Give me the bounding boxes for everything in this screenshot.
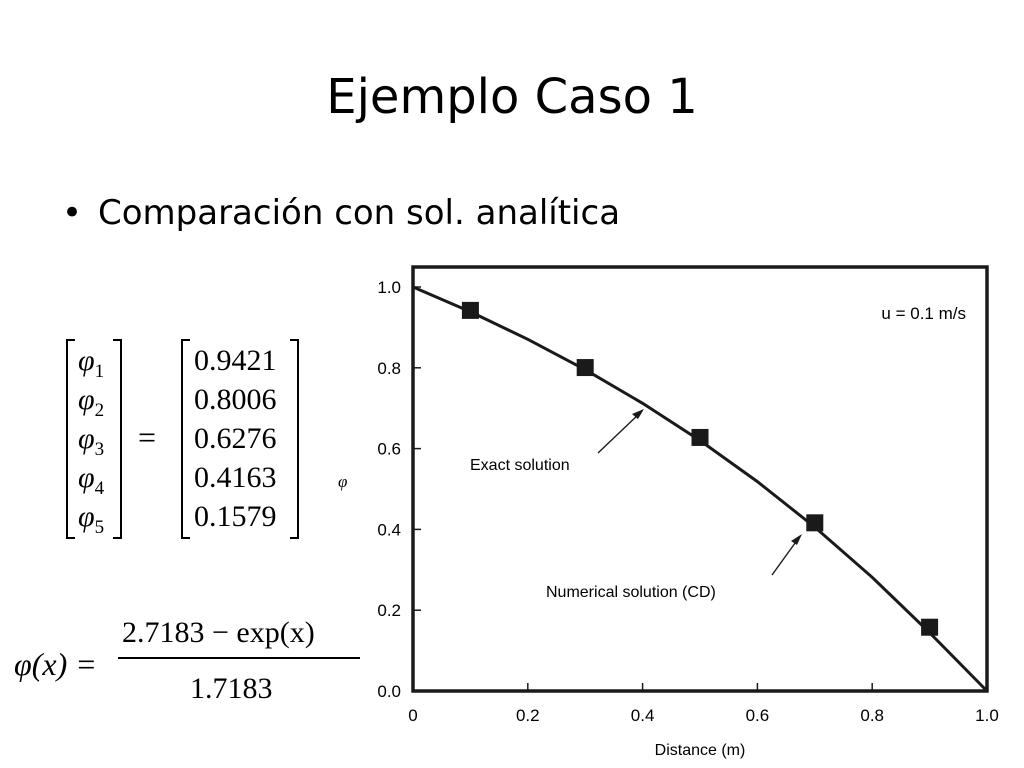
numerical-solution-label: Numerical solution (CD) <box>546 584 716 601</box>
numerical-solution-arrowhead-icon <box>791 534 802 545</box>
phi-5-label: φ5 <box>78 500 104 538</box>
y-axis-label: φ <box>338 472 347 491</box>
formula-numerator: 2.7183 − exp(x) <box>122 616 315 649</box>
numerical-marker <box>576 359 594 377</box>
left-bracket-open <box>66 339 75 539</box>
phi-value-1: 0.9421 <box>194 344 277 377</box>
phi-2-label: φ2 <box>78 383 104 421</box>
y-tick-label: 0.2 <box>377 601 401 620</box>
phi-value-3: 0.6276 <box>194 422 277 455</box>
y-tick-label: 1.0 <box>377 278 401 297</box>
y-axis: 0.0 0.2 0.4 0.6 0.8 1.0 <box>377 278 421 701</box>
numerical-solution-arrow <box>771 538 799 576</box>
numerical-marker <box>461 301 479 319</box>
formula-denominator: 1.7183 <box>190 672 273 705</box>
bullet-item: • Comparación con sol. analítica <box>62 190 620 236</box>
velocity-annotation: u = 0.1 m/s <box>881 304 966 323</box>
phi-1-label: φ1 <box>78 344 104 382</box>
x-tick-label: 1.0 <box>975 706 999 725</box>
right-bracket-close <box>290 339 299 539</box>
phi-value-2: 0.8006 <box>194 383 277 416</box>
x-tick-label: 0.8 <box>860 706 884 725</box>
x-tick-label: 0.2 <box>516 706 540 725</box>
phi-value-4: 0.4163 <box>194 461 277 494</box>
numerical-solution-markers <box>461 301 939 636</box>
numerical-marker <box>806 514 824 532</box>
numerical-marker <box>691 428 709 446</box>
value-vector: 0.9421 0.8006 0.6276 0.4163 0.1579 <box>194 344 277 533</box>
phi-4-label: φ4 <box>78 461 105 499</box>
exact-solution-label: Exact solution <box>470 457 570 474</box>
matrix-equals: = <box>138 419 156 455</box>
slide-title: Ejemplo Caso 1 <box>326 69 698 125</box>
phi-value-5: 0.1579 <box>194 500 277 533</box>
bullet-dot-icon: • <box>62 193 83 233</box>
x-axis: 0 0.2 0.4 0.6 0.8 1.0 <box>408 683 999 725</box>
plot-frame <box>411 265 989 693</box>
phi-distance-chart: 0.0 0.2 0.4 0.6 0.8 1.0 0 0.2 0.4 0.6 0.8 1.0 φ Di… <box>338 265 999 759</box>
bullet-text: Comparación con sol. analítica <box>98 193 621 233</box>
exact-solution-arrowhead-icon <box>632 409 644 419</box>
right-bracket-open <box>181 339 190 539</box>
formula-lhs: φ(x) = <box>14 646 97 682</box>
x-tick-label: 0.4 <box>631 706 655 725</box>
numerical-marker <box>921 618 939 636</box>
x-tick-label: 0 <box>408 706 417 725</box>
exact-solution-arrow <box>597 412 641 454</box>
left-bracket-close <box>113 339 122 539</box>
y-tick-label: 0.0 <box>377 682 401 701</box>
y-tick-label: 0.8 <box>377 359 401 378</box>
analytical-formula: φ(x) = 2.7183 − exp(x) 1.7183 <box>14 616 360 705</box>
phi-3-label: φ3 <box>78 422 104 460</box>
y-tick-label: 0.4 <box>377 520 401 539</box>
y-tick-label: 0.6 <box>377 440 401 459</box>
x-tick-label: 0.6 <box>746 706 770 725</box>
x-axis-label: Distance (m) <box>655 742 746 759</box>
